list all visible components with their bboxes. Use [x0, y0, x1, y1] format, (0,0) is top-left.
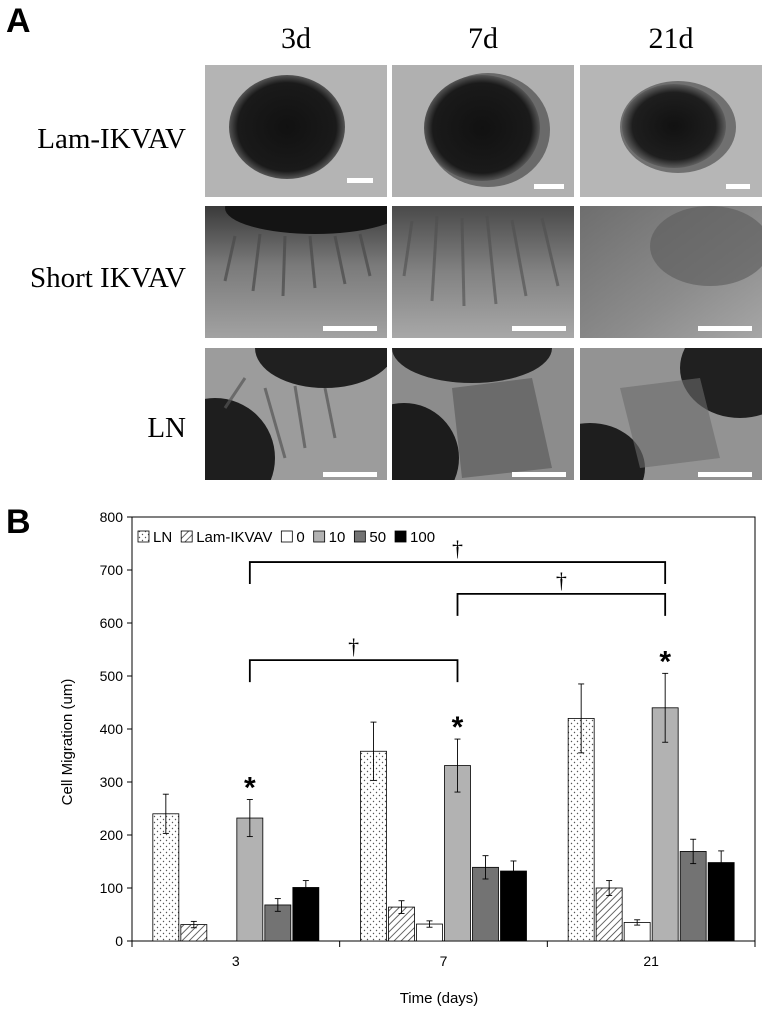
x-tick-label-21: 21 — [643, 953, 659, 969]
column-header-3d: 3d — [281, 22, 311, 55]
micrograph-lam-ikvav-7d — [392, 65, 574, 197]
scale-bar — [323, 472, 377, 477]
x-axis-label: Time (days) — [400, 990, 479, 1007]
bar-50-21 — [679, 851, 707, 942]
micrograph-short-ikvav-3d — [205, 206, 387, 338]
micrograph-lam-ikvav-3d — [205, 65, 387, 197]
legend-label-50: 50 — [369, 529, 386, 546]
legend-swatch-Lam-IKVAV — [180, 530, 193, 543]
y-tick-label: 800 — [100, 509, 124, 525]
bar-100-7 — [500, 870, 527, 942]
chart-legend: LN Lam-IKVAV 0 10 50 100 — [137, 529, 435, 546]
significance-star: * — [452, 711, 464, 744]
y-tick-label: 500 — [100, 668, 124, 684]
legend-swatch-LN — [137, 530, 150, 543]
bar-Lam-IKVAV-21 — [595, 887, 623, 942]
y-axis-label: Cell Migration (um) — [59, 679, 76, 806]
micrograph-ln-3d — [205, 348, 387, 480]
scale-bar — [512, 472, 566, 477]
column-header-7d: 7d — [468, 22, 498, 55]
row-header-ln: LN — [147, 412, 186, 444]
scale-bar — [512, 326, 566, 331]
legend-label-100: 100 — [410, 529, 435, 546]
legend-swatch-10 — [313, 530, 326, 543]
micrograph-ln-7d — [392, 348, 574, 480]
dagger-mark: † — [452, 536, 463, 561]
legend-swatch-50 — [353, 530, 366, 543]
legend-label-LN: LN — [153, 529, 172, 546]
y-tick-label: 700 — [100, 562, 124, 578]
y-tick-label: 0 — [115, 933, 123, 949]
bar-LN-7 — [360, 750, 387, 942]
column-header-21d: 21d — [648, 22, 694, 55]
x-tick-label-7: 7 — [440, 953, 448, 969]
comparison-bracket — [456, 592, 667, 616]
scale-bar — [347, 178, 373, 183]
legend-swatch-100 — [394, 530, 407, 543]
significance-star: * — [244, 771, 256, 804]
scale-bar — [323, 326, 377, 331]
micrograph-lam-ikvav-21d — [580, 65, 762, 197]
row-header-short-ikvav: Short IKVAV — [29, 262, 186, 294]
panel-b-letter: B — [6, 503, 31, 541]
significance-star: * — [659, 645, 671, 678]
x-tick-label-3: 3 — [232, 953, 240, 969]
y-tick-label: 300 — [100, 774, 124, 790]
scale-bar — [698, 472, 752, 477]
bar-10-21 — [651, 707, 679, 942]
micrograph-ln-21d — [580, 348, 762, 480]
legend-swatch-0 — [280, 530, 293, 543]
bar-LN-21 — [567, 717, 595, 942]
y-tick-label: 200 — [100, 827, 124, 843]
micrograph-short-ikvav-7d — [392, 206, 574, 338]
scale-bar — [698, 326, 752, 331]
bar-100-3 — [292, 887, 320, 942]
bar-50-7 — [472, 866, 499, 942]
scale-bar — [726, 184, 750, 189]
y-tick-label: 400 — [100, 721, 124, 737]
y-tick-label: 600 — [100, 615, 124, 631]
scale-bar — [534, 184, 564, 189]
comparison-bracket — [248, 561, 667, 585]
chart-bars — [152, 672, 735, 942]
bar-100-21 — [707, 862, 735, 942]
y-tick-label: 100 — [100, 880, 124, 896]
panel-a-letter: A — [6, 2, 31, 40]
chart-annotations: * * * † † † — [244, 536, 671, 804]
legend-label-Lam-IKVAV: Lam-IKVAV — [196, 529, 272, 546]
comparison-bracket — [248, 659, 459, 683]
row-header-lam-ikvav: Lam-IKVAV — [37, 123, 186, 155]
legend-label-0: 0 — [296, 529, 304, 546]
dagger-mark: † — [556, 568, 567, 593]
micrograph-short-ikvav-21d — [580, 206, 762, 338]
legend-label-10: 10 — [329, 529, 346, 546]
dagger-mark: † — [348, 634, 359, 659]
